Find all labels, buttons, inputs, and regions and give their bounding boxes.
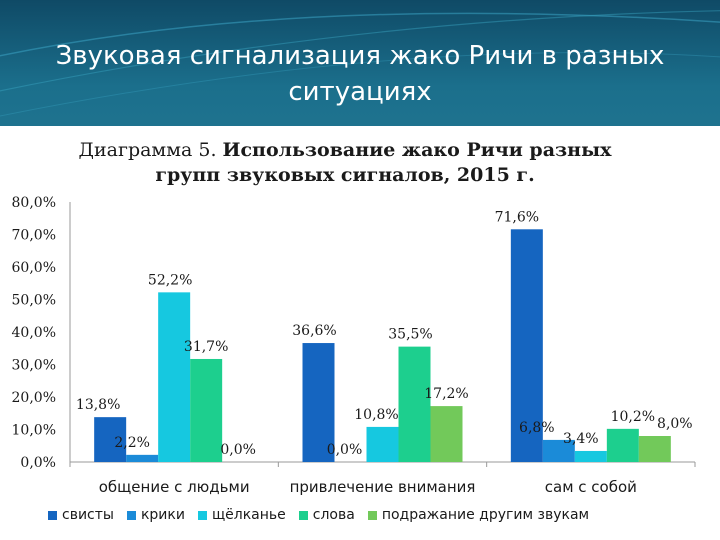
x-category-label: сам с собой	[545, 478, 637, 496]
legend-item: подражание другим звукам	[367, 507, 590, 523]
data-label: 6,8%	[519, 420, 555, 436]
bar	[158, 292, 191, 462]
data-label: 17,2%	[424, 386, 468, 402]
y-tick-label: 70,0%	[12, 228, 56, 244]
bar	[430, 406, 463, 462]
legend-label: подражание другим звукам	[381, 507, 590, 523]
legend-label: щёлканье	[211, 507, 286, 523]
y-tick-label: 0,0%	[20, 455, 56, 471]
y-tick-label: 60,0%	[12, 260, 56, 276]
chart-title-main: Использование жако Ричи разных групп зву…	[155, 139, 612, 186]
bar	[126, 454, 159, 462]
data-label: 13,8%	[76, 397, 120, 413]
bar	[606, 428, 639, 462]
legend-item: слова	[298, 507, 355, 523]
bar	[574, 450, 607, 462]
y-tick-label: 80,0%	[12, 195, 56, 211]
legend-swatch	[197, 510, 207, 520]
y-tick-label: 40,0%	[12, 325, 56, 341]
data-label: 0,0%	[220, 442, 256, 458]
bar	[542, 439, 575, 462]
y-tick-label: 10,0%	[12, 423, 56, 439]
bar	[302, 343, 335, 462]
data-label: 3,4%	[563, 431, 599, 447]
bar	[94, 417, 127, 462]
bar	[190, 358, 223, 462]
legend-item: свисты	[48, 507, 114, 523]
data-label: 31,7%	[184, 339, 228, 355]
legend-swatch	[48, 510, 57, 520]
x-category-label: привлечение внимания	[290, 478, 476, 496]
data-label: 52,2%	[148, 272, 192, 288]
legend-swatch	[126, 510, 136, 520]
y-tick-label: 20,0%	[12, 390, 56, 406]
chart-legend: свисты крики щёлканье слова подражание други…	[48, 507, 708, 523]
data-label: 10,2%	[611, 409, 655, 425]
y-tick-label: 50,0%	[12, 293, 56, 309]
data-label: 35,5%	[388, 327, 432, 343]
bar-chart: 0,0% 10,0% 20,0% 30,0% 40,0% 50,0% 60,0% 70,0% 8…	[12, 195, 696, 496]
data-label: 71,6%	[495, 209, 539, 225]
background-arcs	[0, 10, 720, 117]
data-label: 36,6%	[292, 323, 336, 339]
legend-label: слова	[312, 507, 355, 523]
legend-item: крики	[126, 507, 185, 523]
chart-title: Диаграмма 5. Использование жако Ричи раз…	[50, 138, 640, 188]
data-label: 0,0%	[327, 442, 363, 458]
chart-panel: Диаграмма 5. Использование жако Ричи раз…	[0, 126, 720, 540]
bar	[398, 346, 431, 462]
legend-label: крики	[140, 507, 185, 523]
y-tick-label: 30,0%	[12, 358, 56, 374]
data-label: 10,8%	[354, 407, 398, 423]
bar	[510, 229, 543, 462]
data-label: 8,0%	[657, 416, 693, 432]
chart-title-prefix: Диаграмма 5.	[78, 139, 217, 161]
slide-title: Звуковая сигнализация жако Ричи в разных…	[55, 41, 665, 107]
legend-item: щёлканье	[197, 507, 286, 523]
bar	[366, 426, 399, 462]
legend-swatch	[298, 510, 308, 520]
bar	[638, 436, 671, 462]
legend-swatch	[367, 510, 377, 520]
data-label: 2,2%	[114, 435, 150, 451]
legend-label: свисты	[62, 507, 114, 523]
x-category-label: общение с людьми	[99, 478, 250, 496]
